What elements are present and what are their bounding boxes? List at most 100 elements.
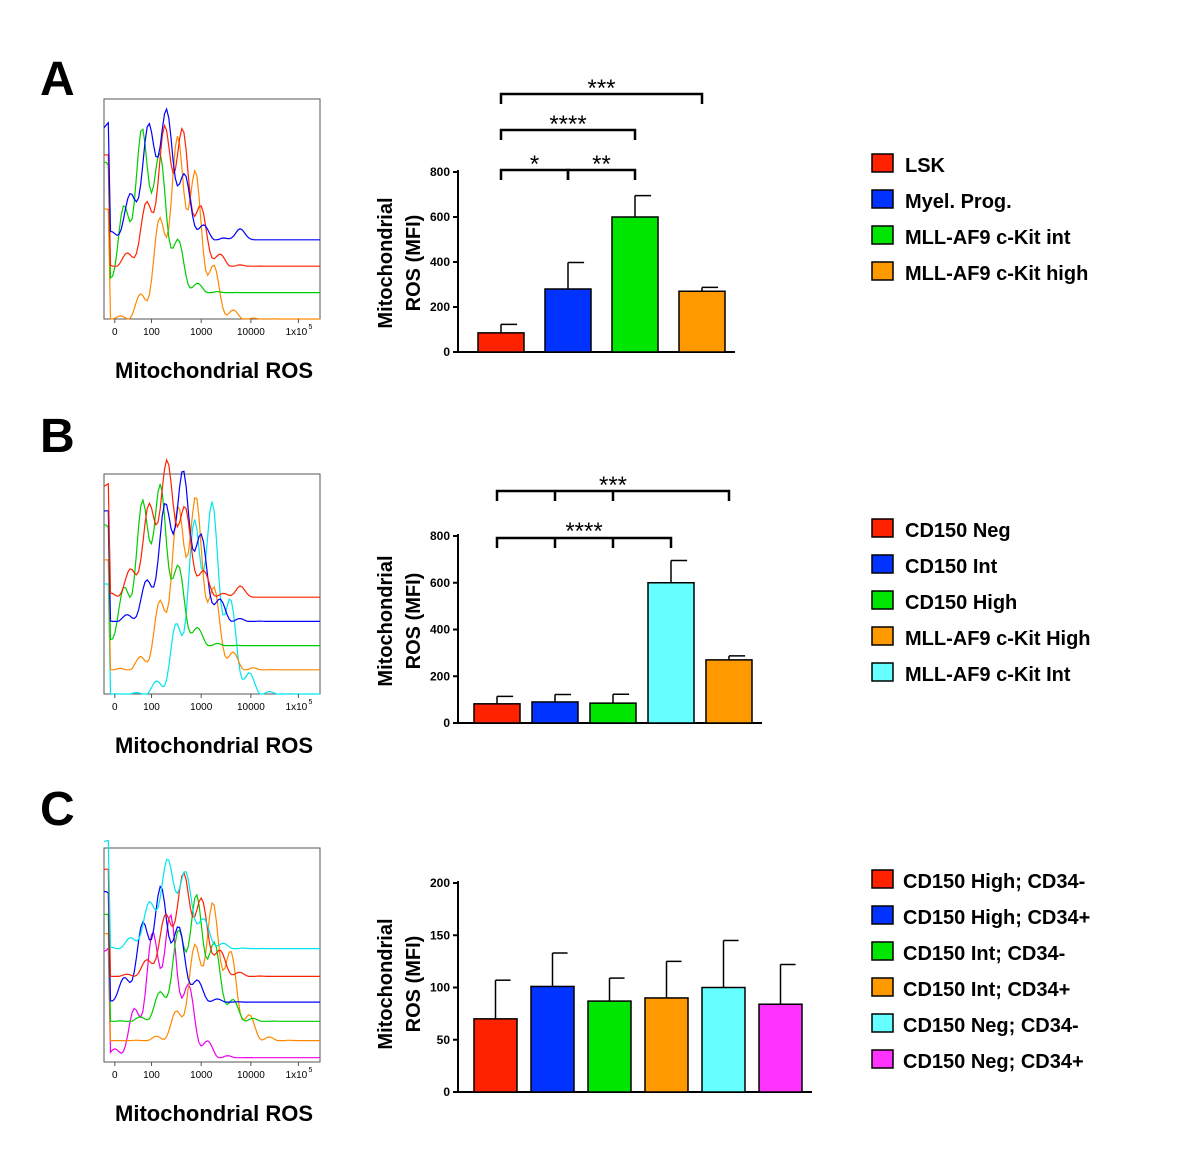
bar xyxy=(589,702,637,724)
legend-label: CD150 Neg; CD34+ xyxy=(903,1051,1084,1073)
y-tick-label: 0 xyxy=(443,1085,450,1099)
histogram: 0 100 1000 10000 1x10 5 Mitochondrial ROS xyxy=(103,98,321,383)
bar xyxy=(611,216,659,353)
y-tick-label: 150 xyxy=(430,928,450,942)
histogram-trace xyxy=(103,893,320,1022)
bar-ylabel: ROS (MFI) xyxy=(403,215,425,312)
y-tick-label: 0 xyxy=(443,716,450,730)
y-tick-label: 600 xyxy=(430,210,450,224)
bar xyxy=(530,985,575,1093)
significance-bracket xyxy=(499,92,704,104)
y-tick-label: 100 xyxy=(430,981,450,995)
panel-label: A xyxy=(40,53,75,106)
legend-swatch xyxy=(871,189,894,209)
legend-label: LSK xyxy=(905,155,946,177)
bar-chart: Mitochondrial ROS (MFI)0200400600800*****… xyxy=(375,75,735,359)
legend-label: Myel. Prog. xyxy=(905,191,1012,213)
bar xyxy=(473,1018,518,1093)
legend-label: MLL-AF9 c-Kit int xyxy=(905,227,1071,249)
histogram-trace xyxy=(103,868,320,977)
histogram: 0 100 1000 10000 1x10 5 Mitochondrial ROS xyxy=(103,839,321,1126)
legend-label: MLL-AF9 c-Kit High xyxy=(905,628,1091,650)
bar-ylabel: ROS (MFI) xyxy=(403,573,425,670)
histogram-xlabel: Mitochondrial ROS xyxy=(115,358,313,383)
legend-label: CD150 Neg xyxy=(905,520,1011,542)
bar xyxy=(647,582,695,724)
legend-label: MLL-AF9 c-Kit Int xyxy=(905,664,1071,686)
histogram-tick-label: 1x10 xyxy=(286,1070,308,1081)
bar xyxy=(644,997,689,1093)
histogram-tick-label: 100 xyxy=(143,1070,160,1081)
histogram-xlabel: Mitochondrial ROS xyxy=(115,733,313,758)
bar-ylabel: Mitochondrial xyxy=(375,555,397,686)
y-tick-label: 400 xyxy=(430,255,450,269)
bar-ylabel: ROS (MFI) xyxy=(403,936,425,1033)
legend-label: CD150 Int; CD34+ xyxy=(903,979,1070,1001)
legend-swatch xyxy=(871,590,894,610)
significance-label: *** xyxy=(587,75,615,102)
bar xyxy=(531,701,579,724)
legend-label: CD150 High; CD34+ xyxy=(903,907,1090,929)
bar xyxy=(544,288,592,353)
histogram-frame xyxy=(103,98,321,320)
legend-label: CD150 High xyxy=(905,592,1017,614)
significance-bracket xyxy=(499,128,637,140)
panel-label: B xyxy=(40,410,75,463)
legend-swatch xyxy=(871,1013,894,1033)
histogram-trace xyxy=(103,128,320,294)
legend-swatch xyxy=(871,977,894,997)
y-tick-label: 200 xyxy=(430,300,450,314)
legend-label: CD150 Int; CD34- xyxy=(903,943,1065,965)
legend: CD150 High; CD34- CD150 High; CD34+ CD150 … xyxy=(871,869,1090,1073)
histogram-tick-label: 1x10 xyxy=(286,327,308,338)
legend-swatch xyxy=(871,518,894,538)
bar xyxy=(758,1003,803,1093)
legend-label: CD150 Neg; CD34- xyxy=(903,1015,1079,1037)
histogram-trace xyxy=(103,839,320,950)
histogram-tick-label: 10000 xyxy=(237,1070,265,1081)
histogram-xlabel: Mitochondrial ROS xyxy=(115,1101,313,1126)
legend-swatch xyxy=(871,261,894,281)
significance-label: ** xyxy=(592,151,611,178)
y-tick-label: 800 xyxy=(430,529,450,543)
histogram-trace xyxy=(103,483,320,647)
legend-swatch xyxy=(871,1049,894,1069)
legend: CD150 Neg CD150 Int CD150 High MLL-AF9 c-Ki… xyxy=(871,518,1091,686)
bar xyxy=(678,290,726,353)
significance-label: * xyxy=(530,151,539,178)
histogram-tick-label: 100 xyxy=(143,702,160,713)
histogram-trace xyxy=(104,501,320,695)
significance-label: **** xyxy=(549,111,586,138)
histogram-tick-label: 100 xyxy=(143,327,160,338)
histogram-tick-label: 0 xyxy=(112,702,118,713)
y-tick-label: 200 xyxy=(430,669,450,683)
legend-swatch xyxy=(871,662,894,682)
significance-bracket xyxy=(495,536,673,548)
legend-swatch xyxy=(871,225,894,245)
histogram-tick-label: 0 xyxy=(112,1070,118,1081)
legend-label: CD150 Int xyxy=(905,556,998,578)
bar xyxy=(473,703,521,724)
histogram-tick-label: 1000 xyxy=(190,327,213,338)
histogram-tick-exponent: 5 xyxy=(308,324,312,331)
legend-swatch xyxy=(871,626,894,646)
bar xyxy=(701,986,746,1093)
y-tick-label: 200 xyxy=(430,876,450,890)
histogram-tick-label: 1000 xyxy=(190,1070,213,1081)
bar-chart: Mitochondrial ROS (MFI) 0 50 100 150 200 xyxy=(375,876,812,1099)
legend-swatch xyxy=(871,153,894,173)
histogram-frame xyxy=(103,847,321,1063)
y-tick-label: 0 xyxy=(443,345,450,359)
histogram-tick-label: 1x10 xyxy=(286,702,308,713)
bar-chart: Mitochondrial ROS (MFI)0200400600800*****… xyxy=(375,472,762,730)
histogram-tick-exponent: 5 xyxy=(308,1067,312,1074)
histogram-trace xyxy=(103,457,320,598)
y-tick-label: 800 xyxy=(430,165,450,179)
bar xyxy=(705,659,753,724)
bar xyxy=(587,1000,632,1093)
legend: LSK Myel. Prog. MLL-AF9 c-Kit int MLL-AF9 c… xyxy=(871,153,1088,285)
histogram-trace xyxy=(103,470,320,622)
significance-label: **** xyxy=(565,518,602,545)
histogram-trace xyxy=(103,496,320,671)
